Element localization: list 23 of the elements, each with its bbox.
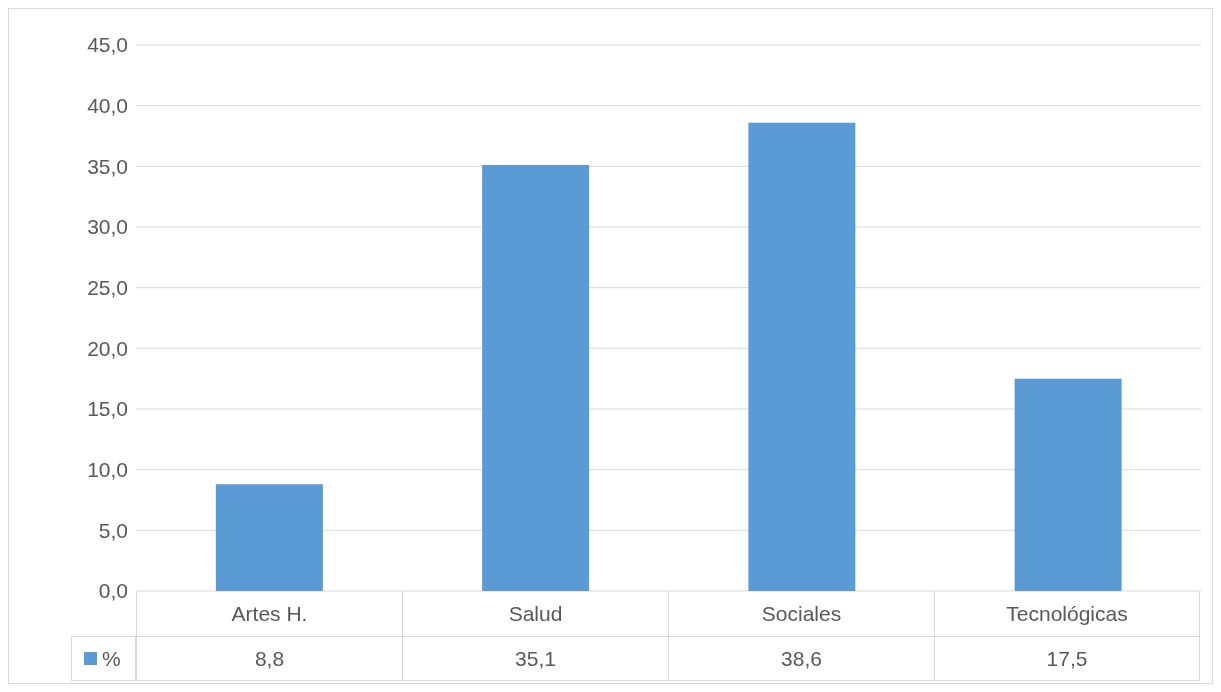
y-tick-label: 0,0 bbox=[98, 579, 128, 603]
x-tick-label: Artes H. bbox=[136, 591, 402, 636]
x-tick-label: Salud bbox=[402, 591, 668, 636]
bar bbox=[482, 165, 590, 591]
data-label: 35,1 bbox=[402, 636, 668, 681]
legend-label: % bbox=[102, 646, 121, 671]
y-tick-label: 45,0 bbox=[87, 33, 128, 57]
data-label: 8,8 bbox=[136, 636, 402, 681]
x-tick-label: Sociales bbox=[668, 591, 934, 636]
y-tick-label: 30,0 bbox=[87, 215, 128, 239]
y-tick-label: 5,0 bbox=[98, 518, 128, 542]
y-tick-label: 35,0 bbox=[87, 154, 128, 178]
data-label: 17,5 bbox=[934, 636, 1200, 681]
bar bbox=[748, 122, 856, 591]
data-label: 38,6 bbox=[668, 636, 934, 681]
y-tick-label: 20,0 bbox=[87, 336, 128, 360]
x-tick-label: Tecnológicas bbox=[934, 591, 1200, 636]
y-tick-label: 15,0 bbox=[87, 397, 128, 421]
y-tick-label: 40,0 bbox=[87, 94, 128, 118]
y-tick-label: 10,0 bbox=[87, 458, 128, 482]
y-tick-label: 25,0 bbox=[87, 276, 128, 300]
bar bbox=[1014, 378, 1122, 591]
bar bbox=[215, 484, 323, 591]
